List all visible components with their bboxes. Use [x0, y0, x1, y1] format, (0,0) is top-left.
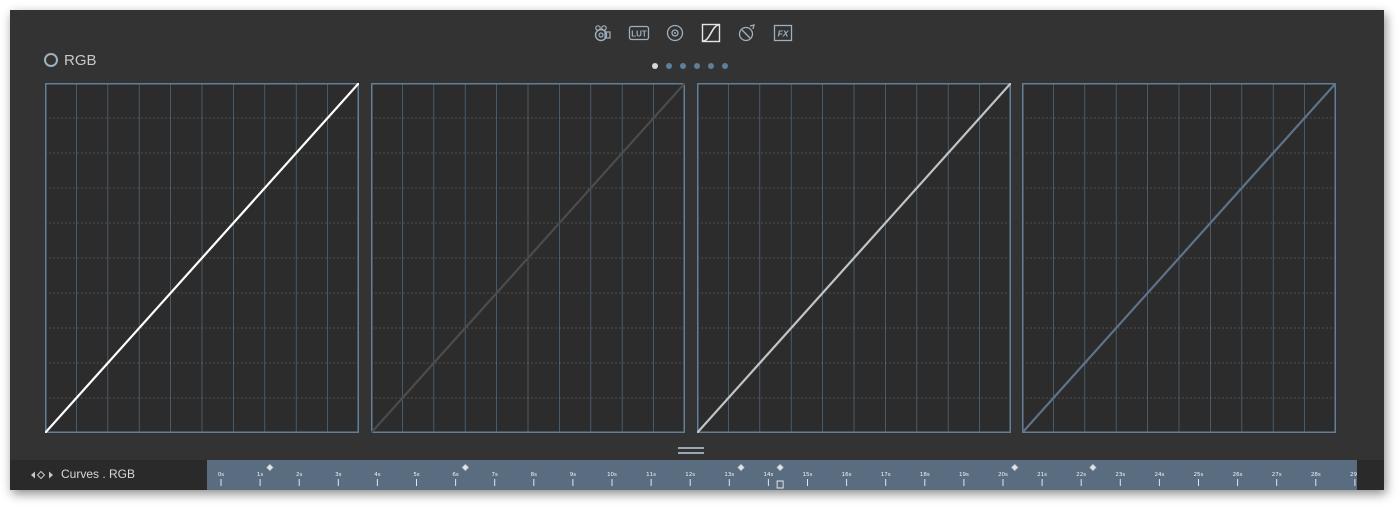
lut-tool-button[interactable]: LUT: [628, 22, 650, 44]
fx-tool-icon: FX: [773, 24, 793, 42]
hue-tool-icon: [738, 24, 755, 42]
curve-graph-canvas: [697, 83, 1011, 433]
curve-line-rgb[interactable]: [45, 83, 359, 433]
time-tick-label: 2s: [296, 472, 302, 478]
time-tick-label: 15s: [803, 472, 813, 478]
time-tick-label: 6s: [452, 472, 458, 478]
time-tick-label: 28s: [1311, 472, 1321, 478]
curve-graphs: [10, 10, 1384, 490]
time-tick-label: 21s: [1037, 472, 1047, 478]
graph-border: [371, 83, 685, 433]
lut-tool-icon: LUT: [628, 25, 650, 41]
time-tick-label: 3s: [335, 472, 341, 478]
time-tick-label: 0s: [218, 472, 224, 478]
time-tick-label: 19s: [959, 472, 969, 478]
curve-graph-red[interactable]: [371, 83, 685, 433]
time-tick-label: 8s: [531, 472, 537, 478]
keyframe-marker[interactable]: [265, 463, 274, 472]
time-tick-label: 16s: [842, 472, 852, 478]
time-tick-label: 4s: [374, 472, 380, 478]
transport-icons: [31, 470, 53, 480]
curve-graph-canvas: [371, 83, 685, 433]
channel-selector: RGB: [44, 50, 97, 70]
graph-border: [697, 83, 1011, 433]
fx-tool-button[interactable]: FX: [772, 22, 794, 44]
time-tick-label: 29s: [1350, 472, 1357, 478]
curves-tool-button[interactable]: [700, 22, 722, 44]
keyframe-toggle-icon[interactable]: [36, 470, 46, 480]
time-tick-label: 10s: [607, 472, 617, 478]
graph-border: [1022, 83, 1336, 433]
keyframe-marker[interactable]: [1010, 463, 1019, 472]
curve-graph-canvas: [45, 83, 359, 433]
curve-line-blue[interactable]: [1022, 83, 1336, 433]
curve-line-red[interactable]: [371, 83, 685, 433]
resize-handle-line: [678, 452, 704, 454]
fx-tool-label: FX: [778, 29, 790, 39]
time-tick-label: 25s: [1194, 472, 1204, 478]
time-tick-label: 18s: [920, 472, 930, 478]
curve-graph-canvas: [1022, 83, 1336, 433]
tool-bar: LUT FX: [592, 22, 794, 46]
camera-tool-icon: [594, 25, 611, 42]
channel-label: RGB: [64, 51, 97, 69]
prev-keyframe-icon[interactable]: [31, 471, 35, 479]
page-dot[interactable]: [694, 63, 700, 69]
keyframe-marker[interactable]: [1089, 463, 1097, 472]
color-wheel-tool-icon: [666, 24, 684, 42]
curve-graph-rgb[interactable]: [45, 83, 359, 433]
page-dot[interactable]: [680, 63, 686, 69]
camera-tool-button[interactable]: [592, 22, 614, 44]
keyframe-marker[interactable]: [776, 463, 785, 472]
time-tick-label: 17s: [881, 472, 891, 478]
time-tick-label: 27s: [1272, 472, 1282, 478]
timeline-bar: Curves . RGB 0s 1s 2s 3s 4s 5s 6s 7s 8s 9s 10s 11s 1…: [10, 460, 1384, 490]
time-tick-label: 14s: [763, 472, 773, 478]
color-wheel-tool-button[interactable]: [664, 22, 686, 44]
time-tick-label: 24s: [1154, 472, 1164, 478]
page-dot[interactable]: [666, 63, 672, 69]
curves-panel: LUT FX: [10, 10, 1384, 490]
resize-handle-line: [678, 447, 704, 449]
curves-tool-icon: [701, 23, 721, 43]
channel-radio-icon[interactable]: [44, 53, 58, 67]
time-ruler[interactable]: 0s 1s 2s 3s 4s 5s 6s 7s 8s 9s 10s 11s 12s 13s 14s 15s 16…: [207, 460, 1357, 490]
time-tick-label: 22s: [1076, 472, 1086, 478]
keyframe-marker[interactable]: [737, 463, 745, 472]
curve-graph-blue[interactable]: [1022, 83, 1336, 433]
playhead-marker[interactable]: [776, 480, 784, 489]
time-tick-label: 7s: [492, 472, 498, 478]
timeline-layer-name: Curves . RGB: [61, 467, 136, 481]
time-tick-label: 26s: [1233, 472, 1243, 478]
graph-border: [45, 83, 359, 433]
time-tick-label: 5s: [413, 472, 419, 478]
time-tick-label: 23s: [1115, 472, 1125, 478]
time-tick-label: 11s: [646, 472, 656, 478]
transport-controls: [30, 469, 58, 481]
page-dot[interactable]: [708, 63, 714, 69]
page-indicator: [652, 63, 742, 71]
page-dot[interactable]: [652, 63, 658, 69]
hue-tool-button[interactable]: [736, 22, 758, 44]
time-tick-label: 9s: [570, 472, 576, 478]
time-tick-label: 12s: [685, 472, 695, 478]
curve-graph-green[interactable]: [697, 83, 1011, 433]
time-tick-label: 20s: [998, 472, 1008, 478]
keyframe-marker[interactable]: [461, 463, 470, 472]
time-tick-label: 1s: [257, 472, 263, 478]
curve-line-green[interactable]: [697, 83, 1011, 433]
time-tick-label: 13s: [724, 472, 734, 478]
next-keyframe-icon[interactable]: [49, 471, 53, 479]
lut-tool-label: LUT: [631, 29, 647, 38]
resize-handle[interactable]: [678, 447, 704, 456]
page-dot[interactable]: [722, 63, 728, 69]
